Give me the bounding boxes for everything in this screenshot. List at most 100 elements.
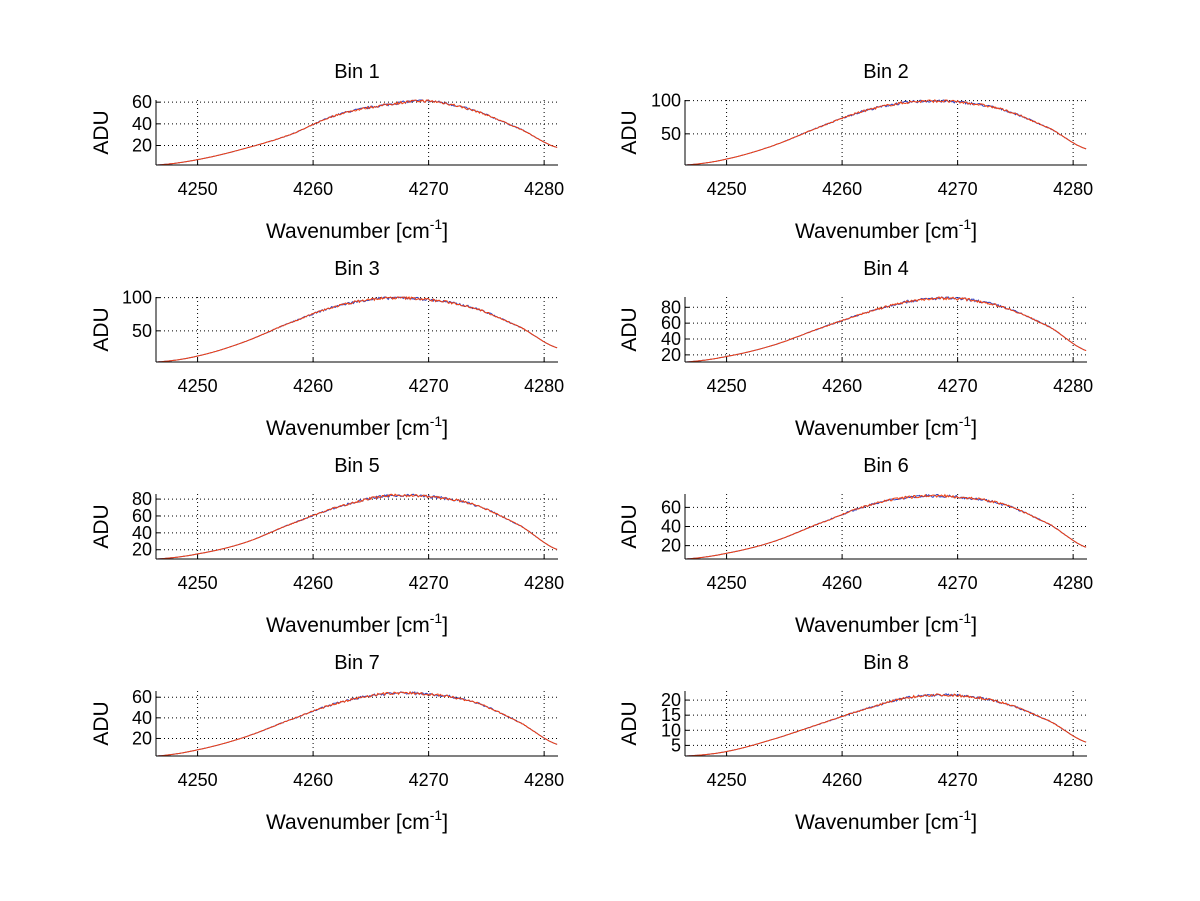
y-tick-label: 20 [132, 136, 152, 156]
x-axis-label: Wavenumber [cm-1] [266, 807, 448, 834]
x-tick-label: 4280 [524, 376, 564, 396]
x-tick-label: 4270 [409, 573, 449, 593]
series-line-2 [686, 493, 1087, 560]
subplot-title: Bin 8 [863, 652, 909, 674]
y-tick-label: 80 [132, 489, 152, 509]
y-tick-label: 50 [661, 124, 681, 144]
series-line-1 [686, 99, 1087, 166]
x-tick-label: 4260 [822, 573, 862, 593]
x-tick-label: 4280 [1053, 770, 1093, 790]
x-tick-label: 4260 [293, 376, 333, 396]
y-tick-label: 40 [132, 114, 152, 134]
x-axis-label: Wavenumber [cm-1] [795, 610, 977, 637]
x-tick-label: 4250 [178, 376, 218, 396]
series-line-1 [157, 691, 558, 757]
x-tick-label: 4250 [178, 770, 218, 790]
x-tick-label: 4280 [524, 573, 564, 593]
x-tick-label: 4260 [822, 376, 862, 396]
x-tick-label: 4250 [707, 376, 747, 396]
x-axis-label: Wavenumber [cm-1] [795, 216, 977, 243]
x-tick-label: 4280 [524, 770, 564, 790]
subplot-title: Bin 5 [334, 455, 380, 477]
y-tick-label: 60 [661, 313, 681, 333]
subplot-title: Bin 3 [334, 258, 380, 280]
y-tick-label: 20 [661, 690, 681, 710]
y-tick-label: 5 [671, 735, 681, 755]
x-tick-label: 4260 [293, 573, 333, 593]
y-tick-label: 40 [132, 708, 152, 728]
x-tick-label: 4270 [938, 770, 978, 790]
x-tick-label: 4260 [293, 770, 333, 790]
x-tick-label: 4250 [178, 179, 218, 199]
x-tick-label: 4250 [707, 179, 747, 199]
series-line-2 [157, 295, 558, 363]
y-tick-label: 20 [661, 536, 681, 556]
y-axis-label: ADU [90, 110, 113, 154]
series-line-2 [686, 693, 1087, 757]
y-axis-label: ADU [618, 110, 641, 154]
subplot-3: 4250 4260 4270 4280 50 100 Bin 3 Wavenumber [cm… [90, 258, 564, 440]
y-tick-label: 40 [661, 517, 681, 537]
y-axis-label: ADU [90, 701, 113, 745]
series-line-2 [157, 99, 558, 166]
x-axis-label: Wavenumber [cm-1] [266, 610, 448, 637]
subplot-title: Bin 2 [863, 61, 909, 83]
x-tick-label: 4250 [707, 770, 747, 790]
x-tick-label: 4270 [409, 770, 449, 790]
x-tick-label: 4270 [409, 179, 449, 199]
y-axis-label: ADU [618, 701, 641, 745]
x-tick-label: 4280 [1053, 376, 1093, 396]
y-axis-label: ADU [90, 307, 113, 351]
y-tick-label: 50 [132, 321, 152, 341]
x-axis-label: Wavenumber [cm-1] [795, 413, 977, 440]
y-axis-label: ADU [90, 504, 113, 548]
x-tick-label: 4270 [938, 179, 978, 199]
y-tick-label: 60 [132, 92, 152, 112]
y-tick-label: 100 [651, 91, 681, 111]
y-tick-label: 10 [661, 720, 681, 740]
y-tick-label: 60 [132, 687, 152, 707]
x-axis-label: Wavenumber [cm-1] [266, 216, 448, 243]
y-tick-label: 60 [132, 506, 152, 526]
x-tick-label: 4250 [178, 573, 218, 593]
series-line-1 [157, 493, 558, 560]
x-tick-label: 4260 [822, 179, 862, 199]
x-axis-label: Wavenumber [cm-1] [266, 413, 448, 440]
subplot-2: 4250 4260 4270 4280 50 100 Bin 2 Wavenumber [cm… [618, 61, 1093, 243]
series-line-2 [686, 99, 1087, 166]
x-tick-label: 4280 [524, 179, 564, 199]
y-tick-label: 100 [122, 288, 152, 308]
series-line-1 [157, 296, 558, 363]
subplot-title: Bin 7 [334, 652, 380, 674]
x-tick-label: 4260 [293, 179, 333, 199]
y-tick-label: 20 [132, 540, 152, 560]
y-tick-label: 20 [661, 345, 681, 365]
x-tick-label: 4260 [822, 770, 862, 790]
subplot-title: Bin 1 [334, 61, 380, 83]
series-line-2 [686, 296, 1087, 363]
series-line-2 [157, 690, 558, 757]
y-axis-label: ADU [618, 504, 641, 548]
x-tick-label: 4280 [1053, 573, 1093, 593]
x-tick-label: 4250 [707, 573, 747, 593]
x-tick-label: 4270 [938, 376, 978, 396]
series-line-2 [157, 493, 558, 560]
y-axis-label: ADU [618, 307, 641, 351]
x-tick-label: 4270 [938, 573, 978, 593]
y-tick-label: 40 [132, 523, 152, 543]
y-tick-label: 80 [661, 297, 681, 317]
y-tick-label: 15 [661, 705, 681, 725]
y-tick-label: 20 [132, 728, 152, 748]
y-tick-label: 40 [661, 329, 681, 349]
x-tick-label: 4270 [409, 376, 449, 396]
x-axis-label: Wavenumber [cm-1] [795, 807, 977, 834]
x-tick-label: 4280 [1053, 179, 1093, 199]
subplot-title: Bin 6 [863, 455, 909, 477]
